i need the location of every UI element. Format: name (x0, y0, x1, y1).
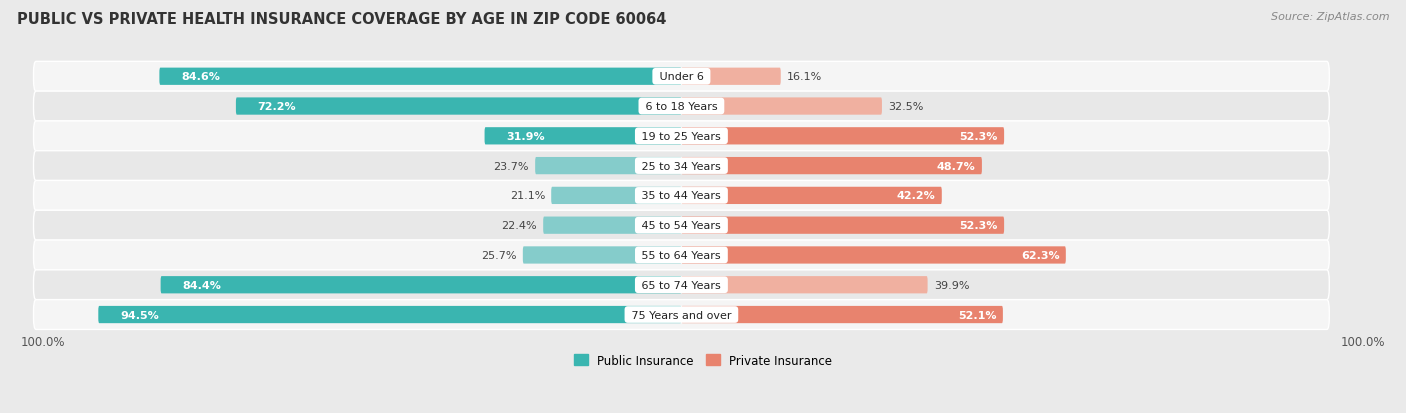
Text: 62.3%: 62.3% (1021, 250, 1060, 260)
Text: 65 to 74 Years: 65 to 74 Years (638, 280, 724, 290)
FancyBboxPatch shape (682, 247, 1066, 264)
FancyBboxPatch shape (34, 270, 1329, 300)
FancyBboxPatch shape (682, 217, 1004, 234)
FancyBboxPatch shape (682, 276, 928, 294)
Text: 84.6%: 84.6% (181, 72, 219, 82)
Text: 48.7%: 48.7% (936, 161, 976, 171)
FancyBboxPatch shape (682, 158, 981, 175)
Text: Under 6: Under 6 (655, 72, 707, 82)
Text: 45 to 54 Years: 45 to 54 Years (638, 221, 724, 230)
Text: 23.7%: 23.7% (494, 161, 529, 171)
FancyBboxPatch shape (485, 128, 682, 145)
Text: 52.3%: 52.3% (959, 221, 998, 230)
FancyBboxPatch shape (159, 69, 682, 85)
Text: 31.9%: 31.9% (506, 131, 544, 142)
Text: 22.4%: 22.4% (502, 221, 537, 230)
Text: 42.2%: 42.2% (897, 191, 935, 201)
Text: 100.0%: 100.0% (1340, 335, 1385, 348)
Text: 6 to 18 Years: 6 to 18 Years (643, 102, 721, 112)
FancyBboxPatch shape (536, 158, 682, 175)
Text: 55 to 64 Years: 55 to 64 Years (638, 250, 724, 260)
Text: 94.5%: 94.5% (120, 310, 159, 320)
Text: 25.7%: 25.7% (481, 250, 516, 260)
Text: 35 to 44 Years: 35 to 44 Years (638, 191, 724, 201)
Text: 84.4%: 84.4% (183, 280, 221, 290)
Text: 32.5%: 32.5% (889, 102, 924, 112)
FancyBboxPatch shape (523, 247, 682, 264)
FancyBboxPatch shape (34, 92, 1329, 122)
Text: Source: ZipAtlas.com: Source: ZipAtlas.com (1271, 12, 1389, 22)
FancyBboxPatch shape (236, 98, 682, 115)
Text: 21.1%: 21.1% (509, 191, 546, 201)
Text: PUBLIC VS PRIVATE HEALTH INSURANCE COVERAGE BY AGE IN ZIP CODE 60064: PUBLIC VS PRIVATE HEALTH INSURANCE COVER… (17, 12, 666, 27)
Text: 100.0%: 100.0% (21, 335, 66, 348)
FancyBboxPatch shape (543, 217, 682, 234)
FancyBboxPatch shape (34, 181, 1329, 211)
FancyBboxPatch shape (160, 276, 682, 294)
Text: 75 Years and over: 75 Years and over (628, 310, 735, 320)
Text: 25 to 34 Years: 25 to 34 Years (638, 161, 724, 171)
Text: 39.9%: 39.9% (934, 280, 969, 290)
FancyBboxPatch shape (34, 211, 1329, 240)
FancyBboxPatch shape (98, 306, 682, 323)
Text: 19 to 25 Years: 19 to 25 Years (638, 131, 724, 142)
FancyBboxPatch shape (682, 188, 942, 204)
FancyBboxPatch shape (34, 62, 1329, 92)
FancyBboxPatch shape (34, 300, 1329, 330)
FancyBboxPatch shape (682, 69, 780, 85)
FancyBboxPatch shape (682, 306, 1002, 323)
Text: 72.2%: 72.2% (257, 102, 297, 112)
Text: 52.3%: 52.3% (959, 131, 998, 142)
Text: 16.1%: 16.1% (787, 72, 823, 82)
Text: 52.1%: 52.1% (959, 310, 997, 320)
FancyBboxPatch shape (682, 98, 882, 115)
FancyBboxPatch shape (34, 122, 1329, 151)
FancyBboxPatch shape (682, 128, 1004, 145)
FancyBboxPatch shape (551, 188, 682, 204)
FancyBboxPatch shape (34, 240, 1329, 270)
FancyBboxPatch shape (34, 151, 1329, 181)
Legend: Public Insurance, Private Insurance: Public Insurance, Private Insurance (569, 349, 837, 372)
